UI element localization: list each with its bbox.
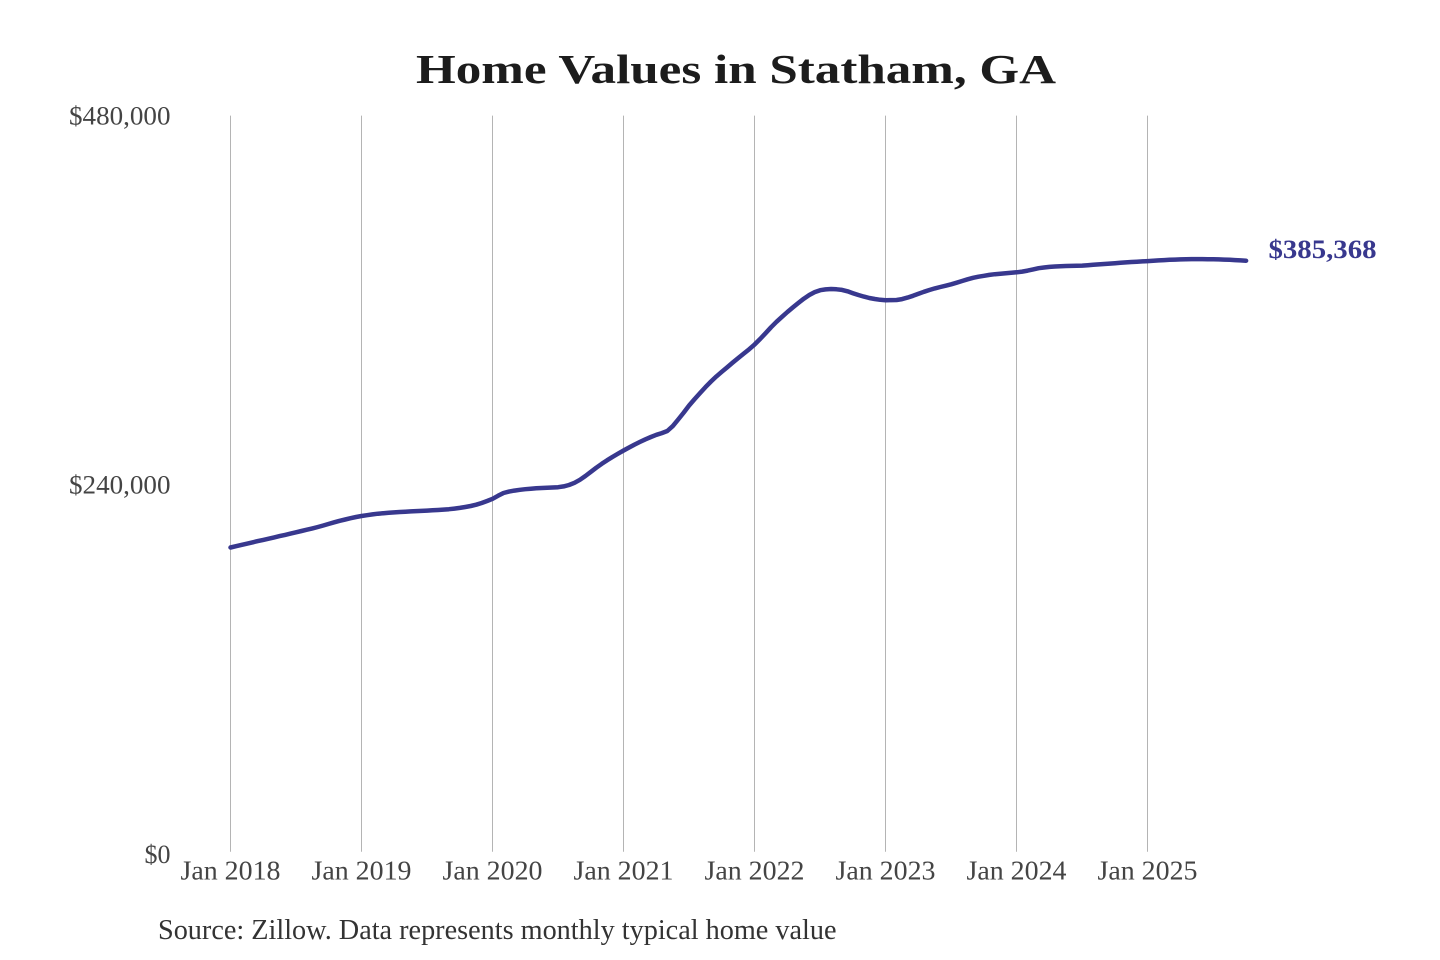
svg-text:Jan 2020: Jan 2020 xyxy=(443,856,543,886)
svg-text:$480,000: $480,000 xyxy=(69,101,171,130)
svg-text:Jan 2023: Jan 2023 xyxy=(836,856,936,886)
svg-text:Jan 2024: Jan 2024 xyxy=(967,856,1068,886)
svg-text:Jan 2018: Jan 2018 xyxy=(181,856,281,886)
svg-text:Jan 2021: Jan 2021 xyxy=(574,856,674,886)
svg-text:Jan 2019: Jan 2019 xyxy=(312,856,412,886)
svg-text:$0: $0 xyxy=(145,840,171,869)
svg-text:$240,000: $240,000 xyxy=(69,470,171,499)
svg-text:Home Values in Statham, GA: Home Values in Statham, GA xyxy=(416,46,1056,92)
svg-text:Source: Zillow. Data represent: Source: Zillow. Data represents monthly … xyxy=(158,915,837,946)
svg-text:Jan 2022: Jan 2022 xyxy=(705,856,805,886)
svg-text:$385,368: $385,368 xyxy=(1269,235,1377,264)
svg-text:Jan 2025: Jan 2025 xyxy=(1098,856,1198,886)
